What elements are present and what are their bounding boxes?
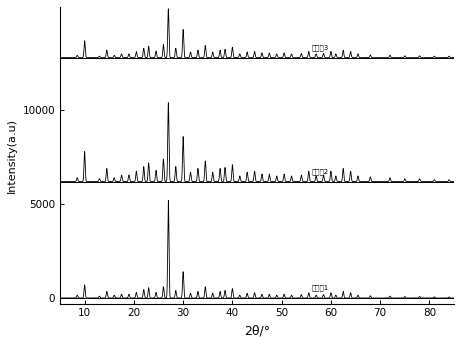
Text: 实施兙3: 实施兙3 xyxy=(311,44,328,51)
X-axis label: 2θ/°: 2θ/° xyxy=(244,324,270,337)
Text: 实施兙2: 实施兙2 xyxy=(311,169,328,175)
Text: 实施兙1: 实施兙1 xyxy=(311,285,328,291)
Y-axis label: Intensity(a.u): Intensity(a.u) xyxy=(7,118,17,193)
